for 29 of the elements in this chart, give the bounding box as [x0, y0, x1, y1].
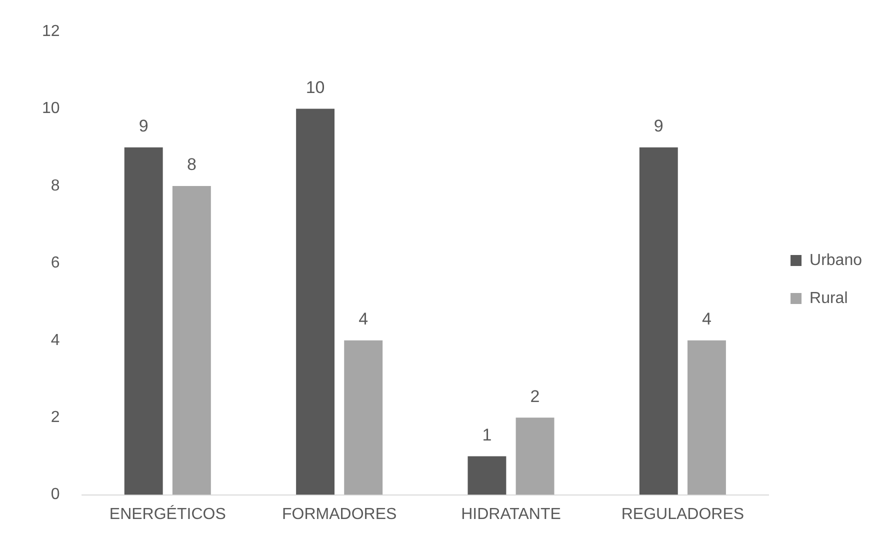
x-tick-label: HIDRATANTE	[461, 506, 561, 523]
y-tick-label: 0	[50, 486, 60, 504]
bar	[687, 340, 726, 495]
data-label: 4	[702, 310, 712, 329]
data-label: 10	[306, 78, 325, 97]
bar	[639, 147, 678, 495]
data-label: 8	[186, 155, 196, 174]
legend-label: Rural	[810, 290, 848, 307]
y-tick-label: 2	[50, 409, 60, 426]
data-label: 1	[482, 425, 492, 444]
data-label: 2	[530, 386, 540, 406]
data-label: 9	[138, 116, 148, 136]
x-tick-label: FORMADORES	[282, 506, 397, 523]
y-tick-label: 10	[42, 100, 60, 118]
bar	[172, 186, 211, 495]
y-tick-label: 12	[42, 23, 60, 40]
x-tick-label: REGULADORES	[621, 506, 744, 523]
data-label: 4	[358, 310, 368, 329]
bar	[344, 340, 383, 495]
x-tick-label: ENERGÉTICOS	[109, 504, 226, 523]
y-tick-label: 4	[50, 332, 60, 349]
data-label: 9	[654, 116, 664, 136]
bar	[296, 108, 335, 495]
bar	[124, 147, 163, 495]
y-tick-label: 8	[50, 177, 60, 194]
bar	[516, 418, 554, 495]
y-tick-label: 6	[50, 254, 60, 272]
legend-label: Urbano	[810, 252, 862, 269]
bar	[468, 456, 506, 495]
